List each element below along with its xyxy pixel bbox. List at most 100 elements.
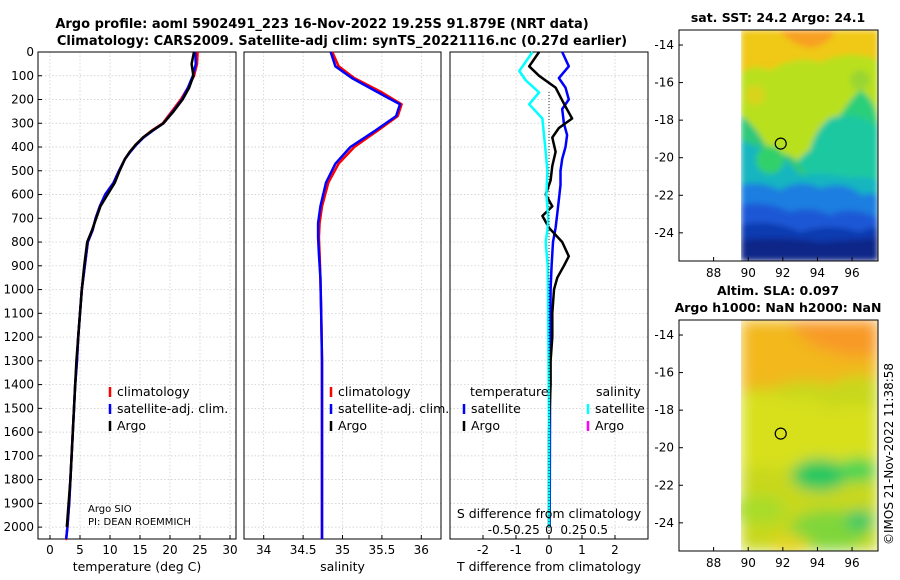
- plot-frame: [37, 51, 237, 540]
- y-tick-label: 100: [11, 69, 34, 83]
- map-y-tick-label: -24: [654, 226, 674, 240]
- x-tick-label: 35.5: [369, 543, 396, 557]
- x-tick-label: 2: [611, 543, 619, 557]
- legend-label: Argo: [595, 418, 624, 433]
- legend-label: Argo: [338, 418, 367, 433]
- legend-label: Argo: [117, 418, 146, 433]
- x-tick-label: 34: [256, 543, 271, 557]
- y-tick-label: 1100: [3, 306, 34, 320]
- argo-source: Argo SIO: [88, 504, 132, 515]
- map-y-tick-label: -18: [654, 403, 674, 417]
- x-axis-label: salinity: [320, 559, 365, 574]
- s-tick-label: -0.25: [509, 523, 540, 537]
- map-x-tick-label: 94: [810, 556, 825, 570]
- map-x-tick-label: 90: [741, 556, 756, 570]
- sla-argo-marker: [774, 427, 787, 440]
- series-line-t-satellite: [548, 51, 571, 528]
- top-axis-label: S difference from climatology: [457, 506, 642, 521]
- map-y-tick-label: -14: [654, 38, 674, 52]
- map-y-tick-label: -18: [654, 113, 674, 127]
- y-tick-label: 700: [11, 211, 34, 225]
- y-tick-label: 1900: [3, 496, 34, 510]
- map-y-tick-label: -22: [654, 188, 674, 202]
- x-axis-label: T difference from climatology: [456, 559, 642, 574]
- x-tick-label: 34.5: [290, 543, 317, 557]
- x-tick-label: 5: [76, 543, 84, 557]
- x-tick-label: 36: [414, 543, 429, 557]
- sla-axes: 88 90 92 94 96 -14 -16 -18 -20 -22 -24: [654, 328, 859, 570]
- map-x-tick-label: 92: [775, 556, 790, 570]
- x-tick-label: 15: [132, 543, 147, 557]
- map-y-tick-label: -20: [654, 151, 674, 165]
- map-y-tick-label: -14: [654, 328, 674, 342]
- series-line-satellite-adj-clim-: [64, 51, 198, 540]
- s-tick-label: 0.25: [560, 523, 587, 537]
- sla-heatmap: [678, 319, 879, 552]
- x-tick-label: 10: [102, 543, 117, 557]
- map-x-tick-label: 92: [775, 266, 790, 280]
- map-y-tick-label: -16: [654, 76, 674, 90]
- y-tick-label: 1400: [3, 378, 34, 392]
- series-line-s-satellite: [518, 51, 551, 528]
- map-y-tick-label: -16: [654, 366, 674, 380]
- x-tick-label: 25: [192, 543, 207, 557]
- y-tick-label: 800: [11, 235, 34, 249]
- map-x-tick-label: 90: [741, 266, 756, 280]
- y-tick-label: 2000: [3, 520, 34, 534]
- s-tick-label: 0: [545, 523, 553, 537]
- y-tick-label: 600: [11, 188, 34, 202]
- s-tick-label: 0.5: [589, 523, 608, 537]
- series-line-argo: [65, 51, 196, 528]
- series-line-climatology: [317, 51, 403, 539]
- series-line-satellite-adj-clim-: [316, 51, 402, 539]
- header-line2: Climatology: CARS2009. Satellite-adj cli…: [57, 34, 627, 49]
- difference-panel: -2 -1 0 1 2 T difference from climatology temp…: [449, 51, 649, 574]
- x-axis-label: temperature (deg C): [73, 559, 202, 574]
- map-x-tick-label: 88: [706, 556, 721, 570]
- map-x-tick-label: 96: [844, 266, 859, 280]
- y-tick-label: 1300: [3, 354, 34, 368]
- y-tick-label: 1700: [3, 449, 34, 463]
- y-tick-label: 900: [11, 259, 34, 273]
- legend-label: climatology: [117, 384, 190, 399]
- sla-map-title: Altim. SLA: 0.097: [717, 283, 839, 298]
- y-tick-label: 400: [11, 140, 34, 154]
- salinity-panel: 34 34.5 35 35.5 36 salinity climatology satelli…: [243, 51, 449, 574]
- series-line-t-argo: [527, 51, 574, 528]
- header-line1: Argo profile: aoml 5902491_223 16-Nov-20…: [55, 17, 588, 32]
- x-tick-label: -2: [477, 543, 489, 557]
- s-tick-label: -0.5: [488, 523, 511, 537]
- x-tick-label: 1: [578, 543, 586, 557]
- legend-label: climatology: [338, 384, 411, 399]
- x-tick-label: 30: [222, 543, 237, 557]
- sst-map-title: sat. SST: 24.2 Argo: 24.1: [691, 10, 865, 25]
- sst-axes: 88 90 92 94 96 -14 -16 -18 -20 -22 -24: [654, 38, 859, 280]
- sla-map-subtitle: Argo h1000: NaN h2000: NaN: [675, 300, 882, 315]
- pi-name: PI: DEAN ROEMMICH: [88, 517, 191, 528]
- legend-label: satellite-adj. clim.: [117, 401, 228, 416]
- legend-label: Argo: [471, 418, 500, 433]
- sst-argo-marker: [774, 137, 787, 150]
- y-tick-label: 1500: [3, 401, 34, 415]
- map-x-tick-label: 96: [844, 556, 859, 570]
- temperature-panel: 0 5 10 15 20 25 300100200300400500600700800900…: [3, 45, 237, 574]
- map-y-tick-label: -24: [654, 516, 674, 530]
- y-tick-label: 300: [11, 116, 34, 130]
- series-line-climatology: [64, 51, 199, 541]
- x-tick-label: 35: [335, 543, 350, 557]
- x-tick-label: -1: [510, 543, 522, 557]
- legend-label: satellite-adj. clim.: [338, 401, 449, 416]
- legend-label: satellite: [471, 401, 521, 416]
- y-tick-label: 1600: [3, 425, 34, 439]
- map-y-tick-label: -20: [654, 441, 674, 455]
- legend-title-salinity: salinity: [596, 384, 641, 399]
- sst-heatmap: [678, 29, 879, 262]
- map-x-tick-label: 88: [706, 266, 721, 280]
- x-tick-label: 0: [46, 543, 54, 557]
- map-y-tick-label: -22: [654, 478, 674, 492]
- y-tick-label: 1200: [3, 330, 34, 344]
- y-tick-label: 200: [11, 93, 34, 107]
- y-tick-label: 1000: [3, 283, 34, 297]
- imos-stamp: ©IMOS 21-Nov-2022 11:38:58: [882, 363, 896, 545]
